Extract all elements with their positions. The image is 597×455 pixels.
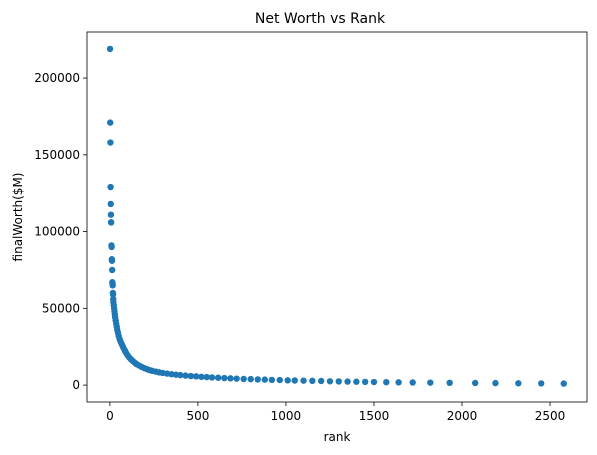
scatter-point	[240, 376, 246, 382]
x-axis-ticks: 0 500 1000 1500 2000 2500	[106, 402, 565, 423]
scatter-point	[108, 219, 114, 225]
y-axis-ticks: 0 50000 100000 150000 200000	[34, 71, 87, 392]
scatter-point	[309, 378, 315, 384]
data-points	[107, 46, 567, 387]
x-tick-label: 500	[186, 409, 209, 423]
scatter-point	[107, 184, 113, 190]
scatter-point	[336, 378, 342, 384]
scatter-point	[285, 377, 291, 383]
scatter-point	[277, 377, 283, 383]
scatter-point	[227, 375, 233, 381]
x-tick-label: 0	[106, 409, 114, 423]
scatter-point	[110, 282, 116, 288]
scatter-point	[318, 378, 324, 384]
scatter-point	[107, 46, 113, 52]
scatter-point	[446, 380, 452, 386]
scatter-point	[109, 258, 115, 264]
x-tick-label: 2500	[535, 409, 566, 423]
scatter-point	[248, 376, 254, 382]
y-tick-label: 0	[72, 378, 80, 392]
plot-area-frame	[87, 32, 587, 402]
y-axis-label: finalWorth($M)	[11, 173, 25, 262]
scatter-point	[427, 379, 433, 385]
y-tick-label: 200000	[34, 71, 80, 85]
x-tick-label: 1000	[271, 409, 302, 423]
scatter-point	[108, 201, 114, 207]
x-tick-label: 1500	[359, 409, 390, 423]
scatter-point	[561, 380, 567, 386]
x-tick-label: 2000	[447, 409, 478, 423]
y-tick-label: 150000	[34, 148, 80, 162]
scatter-point	[255, 376, 261, 382]
scatter-point	[233, 375, 239, 381]
y-tick-label: 50000	[42, 301, 80, 315]
scatter-point	[371, 379, 377, 385]
scatter-point	[269, 377, 275, 383]
scatter-point	[108, 211, 114, 217]
scatter-point	[515, 380, 521, 386]
chart-title: Net Worth vs Rank	[255, 11, 386, 27]
scatter-point	[344, 378, 350, 384]
scatter-point	[538, 380, 544, 386]
scatter-point	[472, 380, 478, 386]
y-tick-label: 100000	[34, 225, 80, 239]
scatter-point	[492, 380, 498, 386]
scatter-point	[209, 374, 215, 380]
scatter-point	[262, 376, 268, 382]
scatter-point	[107, 139, 113, 145]
scatter-point	[327, 378, 333, 384]
scatter-point	[292, 377, 298, 383]
scatter-point	[215, 375, 221, 381]
scatter-point	[109, 267, 115, 273]
scatter-point	[221, 375, 227, 381]
scatter-point	[362, 379, 368, 385]
scatter-point	[300, 377, 306, 383]
scatter-point	[410, 379, 416, 385]
scatter-point	[395, 379, 401, 385]
scatter-point	[383, 379, 389, 385]
x-axis-label: rank	[324, 430, 351, 444]
scatter-point	[108, 244, 114, 250]
scatter-point	[107, 119, 113, 125]
scatter-point	[353, 379, 359, 385]
